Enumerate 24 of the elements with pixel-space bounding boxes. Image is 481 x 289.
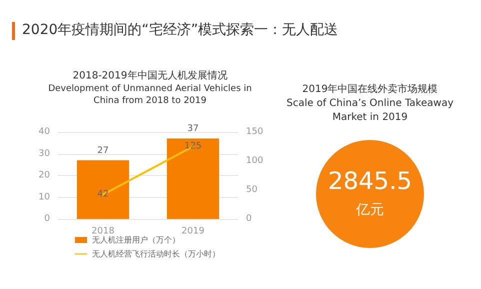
text: 2020年疫情期间的“宅经济”模式探索一：无人配送 [22, 21, 338, 39]
y-tick-label: 0 [44, 214, 50, 224]
y2-tick-label: 100 [246, 156, 264, 166]
x-tick-label: 2018 [92, 226, 115, 236]
y-tick-label: 30 [38, 148, 50, 159]
y2-tick-label: 150 [246, 127, 264, 137]
y-tick-label: 20 [38, 170, 50, 180]
chart-subtitle: Development of Unmanned Aerial Vehicles in China from 2018 to 2019 [48, 84, 252, 106]
data-label: 125 [184, 142, 202, 152]
legend-label: 无人机经营飞行活动时长（万小时） [92, 250, 220, 258]
y2-tick-label: 50 [246, 185, 258, 195]
data-label: 42 [97, 190, 109, 200]
y-tick-label: 40 [38, 127, 50, 137]
text: 2845.5 [327, 167, 413, 195]
text: 亿元 [355, 201, 385, 219]
x-tick-label: 2019 [182, 226, 205, 236]
data-label: 27 [97, 146, 109, 156]
legend-label: 无人机注册用户（万个） [92, 236, 180, 244]
text: Scale of China’s Online Takeaway Market in 2019 [286, 97, 454, 125]
text: 2019年中国在线外卖市场规模 [301, 83, 439, 97]
y2-tick-label: 0 [246, 214, 252, 224]
data-label: 37 [187, 124, 199, 134]
y-tick-label: 10 [38, 192, 50, 202]
chart-title: 2018-2019年中国无人机发展情况 [72, 70, 228, 82]
